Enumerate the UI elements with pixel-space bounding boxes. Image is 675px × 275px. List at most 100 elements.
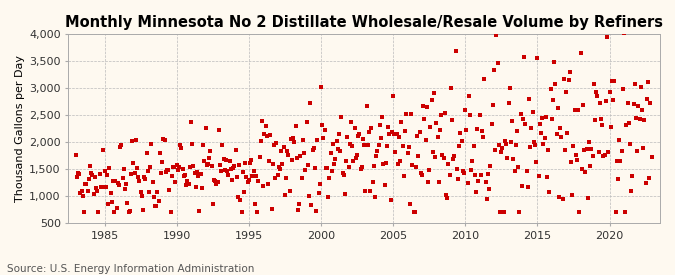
Point [543, 147, 554, 152]
Point [583, 195, 593, 200]
Point [273, 165, 284, 169]
Point [641, 97, 652, 102]
Point [151, 204, 161, 208]
Point [255, 139, 266, 144]
Point [597, 123, 608, 127]
Point [592, 94, 603, 98]
Point [487, 103, 498, 108]
Point [175, 143, 186, 147]
Point [518, 117, 529, 121]
Point [508, 157, 518, 161]
Point [104, 166, 115, 170]
Point [354, 132, 364, 137]
Point [541, 114, 551, 119]
Point [360, 188, 371, 193]
Point [504, 86, 515, 90]
Point [113, 182, 124, 187]
Point [621, 122, 632, 127]
Point [478, 135, 489, 139]
Point [567, 193, 578, 198]
Point [521, 169, 532, 173]
Point [123, 210, 134, 214]
Point [173, 165, 184, 169]
Point [430, 155, 441, 159]
Point [450, 48, 461, 53]
Point [244, 161, 255, 165]
Point [622, 101, 633, 106]
Point [348, 159, 359, 163]
Point [500, 139, 510, 144]
Point [150, 204, 161, 208]
Point [207, 202, 218, 207]
Point [480, 180, 491, 184]
Point [222, 168, 233, 173]
Point [259, 132, 270, 136]
Point [441, 196, 452, 200]
Point [84, 164, 95, 168]
Point [310, 166, 321, 170]
Point [184, 164, 195, 169]
Point [118, 166, 129, 171]
Point [413, 154, 424, 158]
Point [387, 94, 398, 98]
Point [378, 162, 389, 166]
Point [132, 166, 142, 170]
Point [532, 56, 543, 60]
Point [302, 163, 313, 167]
Point [278, 145, 289, 149]
Point [470, 190, 481, 194]
Point [139, 175, 150, 179]
Point [242, 180, 253, 184]
Point [415, 171, 426, 175]
Point [73, 171, 84, 175]
Point [364, 189, 375, 193]
Point [84, 177, 95, 181]
Point [612, 177, 623, 181]
Point [453, 177, 464, 181]
Point [261, 124, 271, 128]
Point [238, 190, 249, 195]
Point [116, 143, 127, 147]
Point [587, 153, 598, 158]
Point [550, 82, 561, 86]
Point [124, 209, 135, 213]
Point [145, 164, 156, 169]
Point [329, 162, 340, 166]
Point [72, 175, 82, 179]
Point [512, 128, 522, 133]
Point [98, 148, 109, 153]
Point [410, 165, 421, 169]
Point [492, 60, 503, 65]
Point [338, 170, 348, 175]
Point [248, 169, 259, 173]
Point [419, 117, 430, 122]
Point [358, 136, 369, 141]
Point [373, 142, 384, 147]
Point [147, 180, 158, 185]
Point [342, 135, 353, 139]
Point [217, 143, 227, 147]
Point [200, 126, 211, 130]
Point [643, 80, 653, 84]
Point [127, 139, 138, 143]
Point [618, 87, 628, 91]
Point [232, 175, 242, 179]
Point [192, 170, 202, 174]
Point [152, 190, 163, 195]
Point [563, 78, 574, 82]
Point [575, 51, 586, 55]
Point [573, 108, 584, 112]
Point [76, 189, 87, 194]
Point [227, 166, 238, 170]
Point [95, 185, 106, 189]
Point [296, 175, 307, 180]
Point [97, 185, 107, 189]
Point [110, 178, 121, 183]
Point [181, 183, 192, 187]
Point [130, 138, 141, 142]
Point [167, 164, 178, 169]
Point [263, 182, 273, 186]
Point [112, 180, 123, 185]
Point [219, 168, 230, 172]
Point [293, 208, 304, 213]
